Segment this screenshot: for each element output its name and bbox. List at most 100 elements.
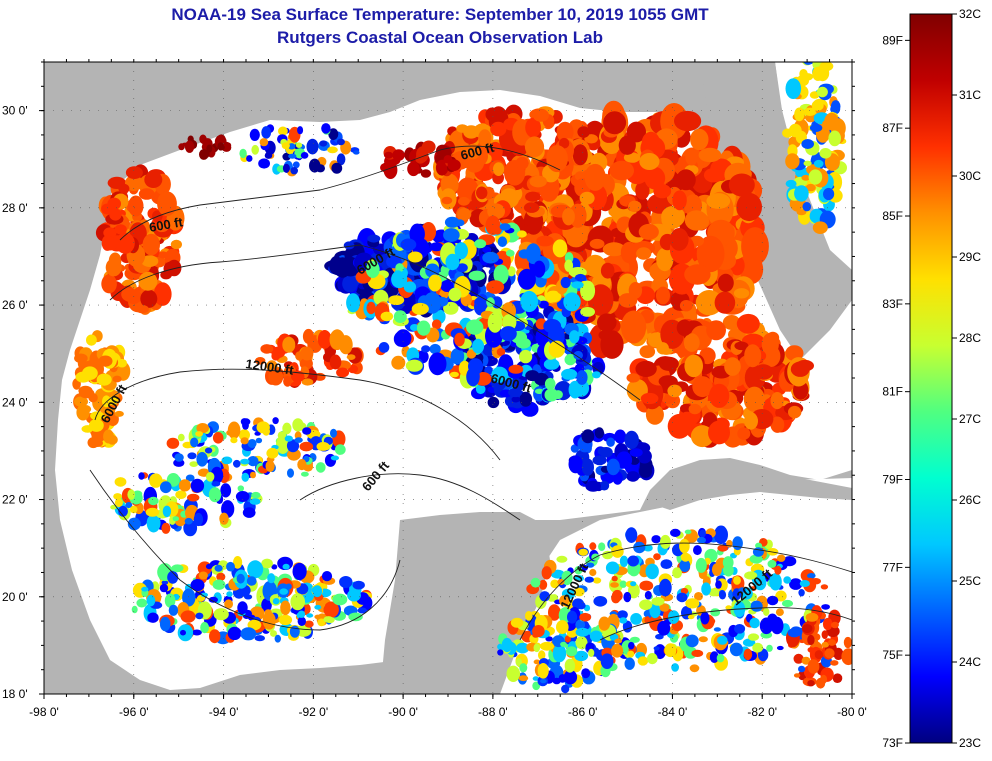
sst-pixel-cluster (599, 480, 610, 491)
sst-pixel-cluster (656, 247, 674, 272)
sst-pixel-cluster (240, 437, 249, 445)
sst-pixel-cluster (517, 268, 536, 290)
sst-pixel-cluster (198, 571, 208, 580)
sst-pixel-cluster (667, 413, 692, 439)
sst-pixel-cluster (801, 174, 811, 181)
sst-pixel-cluster (138, 188, 155, 200)
sst-pixel-cluster (708, 420, 730, 445)
sst-pixel-cluster (523, 202, 540, 213)
sst-pixel-cluster (821, 641, 829, 648)
sst-pixel-cluster (709, 383, 730, 408)
sst-pixel-cluster (392, 149, 405, 162)
sst-pixel-cluster (541, 566, 552, 580)
sst-pixel-cluster (353, 150, 360, 155)
sst-pixel-cluster (713, 627, 722, 632)
sst-pixel-cluster (574, 566, 583, 575)
sst-pixel-cluster (710, 608, 721, 617)
sst-pixel-cluster (545, 636, 553, 642)
sst-pixel-cluster (575, 627, 590, 637)
sst-pixel-cluster (457, 208, 472, 221)
sst-pixel-cluster (114, 498, 123, 508)
sst-pixel-cluster (623, 591, 632, 603)
sst-pixel-cluster (142, 233, 160, 256)
sst-data-layer (72, 62, 852, 694)
sst-pixel-cluster (146, 594, 156, 607)
sst-pixel-cluster (574, 273, 587, 283)
sst-pixel-cluster (242, 507, 256, 518)
sst-pixel-cluster (393, 270, 404, 282)
sst-pixel-cluster (516, 230, 527, 238)
sst-pixel-cluster (297, 616, 306, 626)
sst-pixel-cluster (821, 630, 828, 639)
sst-pixel-cluster (715, 580, 722, 589)
sst-pixel-cluster (487, 312, 503, 333)
sst-pixel-cluster (683, 333, 700, 352)
sst-pixel-cluster (409, 223, 425, 245)
sst-pixel-cluster (297, 126, 304, 135)
sst-pixel-cluster (180, 610, 196, 623)
y-tick-label: 18 0' (2, 687, 28, 701)
sst-pixel-cluster (79, 388, 95, 399)
sst-pixel-cluster (525, 611, 533, 621)
x-tick-label: -90 0' (388, 705, 418, 719)
sst-pixel-cluster (625, 527, 638, 543)
sst-pixel-cluster (651, 535, 661, 544)
sst-pixel-cluster (621, 310, 647, 344)
colorbar-c-label: 26C (959, 493, 981, 507)
sst-pixel-cluster (627, 555, 639, 567)
colorbar-f-label: 73F (882, 736, 903, 750)
figure-title: NOAA-19 Sea Surface Temperature: Septemb… (171, 5, 709, 24)
sst-pixel-cluster (289, 625, 300, 638)
sst-pixel-cluster (532, 108, 550, 122)
sst-pixel-cluster (138, 271, 158, 291)
sst-pixel-cluster (454, 332, 465, 347)
sst-pixel-cluster (89, 418, 104, 432)
sst-pixel-cluster (832, 673, 843, 683)
sst-pixel-cluster (378, 342, 390, 353)
sst-pixel-cluster (708, 588, 720, 597)
sst-pixel-cluster (557, 578, 565, 586)
sst-pixel-cluster (795, 359, 815, 372)
sst-pixel-cluster (736, 313, 760, 334)
sst-pixel-cluster (301, 378, 314, 386)
sst-pixel-cluster (113, 493, 122, 500)
sst-pixel-cluster (295, 351, 304, 361)
sst-pixel-cluster (443, 301, 459, 315)
sst-pixel-cluster (321, 571, 333, 582)
sst-pixel-cluster (346, 354, 356, 360)
sst-pixel-cluster (384, 151, 394, 159)
sst-pixel-cluster (743, 386, 766, 412)
sst-pixel-cluster (620, 241, 638, 264)
sst-pixel-cluster (695, 557, 707, 573)
sst-pixel-cluster (538, 650, 546, 660)
sst-pixel-cluster (529, 175, 547, 188)
sst-pixel-cluster (395, 263, 404, 273)
sst-pixel-cluster (578, 548, 588, 556)
sst-pixel-cluster (585, 642, 595, 652)
sst-pixel-cluster (436, 296, 449, 307)
sst-pixel-cluster (476, 186, 488, 200)
sst-pixel-cluster (577, 126, 590, 138)
sst-pixel-cluster (656, 342, 669, 355)
sst-pixel-cluster (803, 107, 817, 117)
sst-pixel-cluster (618, 293, 638, 308)
sst-pixel-cluster (332, 593, 348, 606)
sst-pixel-cluster (440, 280, 454, 292)
sst-pixel-cluster (472, 338, 485, 354)
sst-pixel-cluster (290, 167, 299, 175)
sst-pixel-cluster (196, 452, 208, 467)
sst-pixel-cluster (474, 298, 487, 316)
colorbar-f-label: 75F (882, 648, 903, 662)
sst-pixel-cluster (127, 517, 141, 531)
sst-pixel-cluster (261, 598, 272, 613)
sst-pixel-cluster (306, 613, 314, 618)
sst-pixel-cluster (661, 205, 686, 228)
sst-pixel-cluster (508, 364, 524, 374)
sst-pixel-cluster (639, 345, 656, 359)
sst-pixel-cluster (636, 247, 652, 260)
sst-pixel-cluster (311, 586, 322, 594)
sst-pixel-cluster (581, 429, 595, 444)
x-tick-label: -86 0' (568, 705, 598, 719)
sst-pixel-cluster (616, 451, 633, 469)
sst-pixel-cluster (284, 435, 293, 442)
